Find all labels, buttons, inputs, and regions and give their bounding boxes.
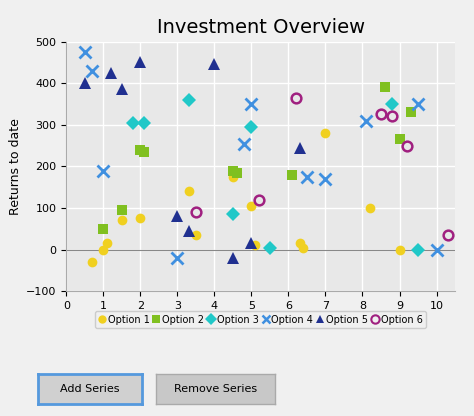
Title: Investment Overview: Investment Overview (156, 18, 365, 37)
Text: Remove Series: Remove Series (174, 384, 257, 394)
X-axis label: Age (years): Age (years) (225, 315, 297, 328)
Text: Add Series: Add Series (60, 384, 120, 394)
Legend: Option 1, Option 2, Option 3, Option 4, Option 5, Option 6: Option 1, Option 2, Option 3, Option 4, … (95, 311, 426, 328)
Y-axis label: Returns to date: Returns to date (9, 118, 22, 215)
